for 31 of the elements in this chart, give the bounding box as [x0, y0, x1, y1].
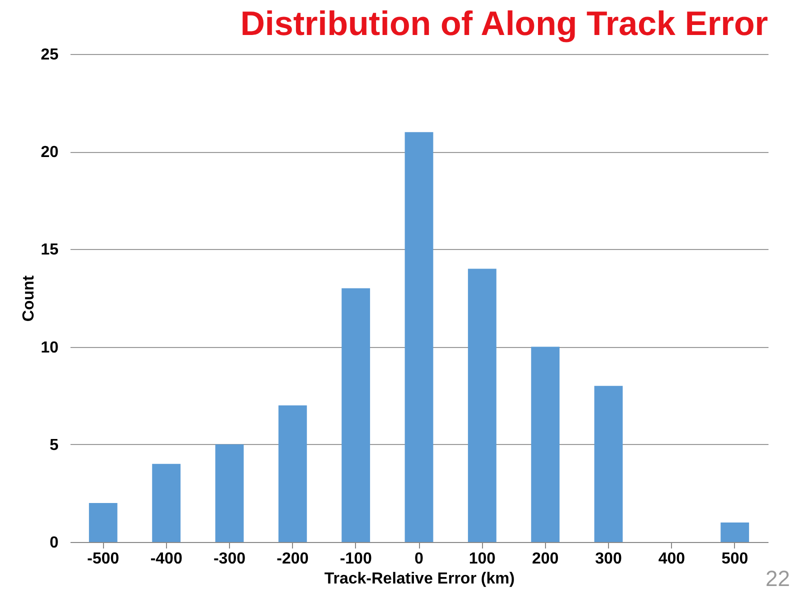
bar — [342, 288, 370, 542]
bar — [215, 444, 244, 542]
x-tick-label: -100 — [340, 550, 372, 568]
x-tick-label: -200 — [276, 550, 309, 568]
y-tick-label: 10 — [40, 339, 59, 356]
x-axis-title: Track-Relative Error (km) — [324, 570, 515, 588]
bar — [720, 522, 750, 542]
y-tick-label: 20 — [40, 144, 59, 162]
x-tick-label: -300 — [213, 550, 246, 568]
y-axis-title: Count — [20, 274, 38, 322]
y-tick-label: 0 — [50, 534, 59, 552]
bar — [278, 405, 307, 542]
x-tick-label: -500 — [87, 550, 120, 568]
x-tick-label: 0 — [414, 550, 424, 568]
chart-title: Distribution of Along Track Error — [240, 5, 768, 43]
x-tick-label: 200 — [532, 550, 559, 568]
x-tick-label: 300 — [595, 550, 622, 568]
x-tick-label: 100 — [468, 550, 496, 568]
bar — [152, 464, 181, 542]
y-tick-label: 15 — [40, 242, 59, 259]
x-tick-label: -400 — [150, 550, 182, 568]
x-tick-label: 500 — [721, 550, 748, 568]
bar — [594, 386, 623, 542]
bar — [88, 502, 118, 542]
text: 22 — [766, 566, 790, 592]
y-tick-label: 25 — [40, 46, 59, 64]
bar — [468, 268, 496, 542]
bar — [531, 346, 560, 542]
y-tick-label: 5 — [50, 436, 59, 454]
x-tick-label: 400 — [658, 550, 686, 568]
bar — [404, 132, 434, 542]
